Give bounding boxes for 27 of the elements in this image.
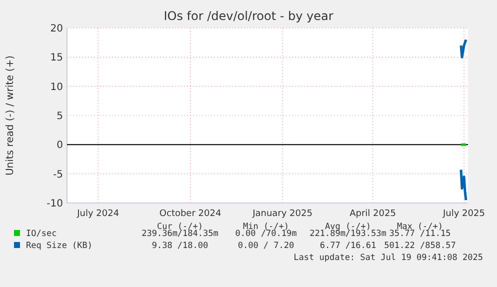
text: Avg (-/+) xyxy=(324,222,372,232)
line-series xyxy=(460,168,468,202)
y-tick-label: -5 xyxy=(53,169,63,180)
x-tick-label: July 2025 xyxy=(442,209,485,219)
y-tick-label: 10 xyxy=(50,82,63,93)
x-tick-label: July 2024 xyxy=(76,209,120,219)
x-tick-label: October 2024 xyxy=(159,209,222,219)
legend-label: Req Size (KB) xyxy=(26,241,93,251)
text: 35.77 /11.15 xyxy=(389,229,451,239)
text: 0.00 /70.19m xyxy=(235,229,297,239)
x-tick-label: April 2025 xyxy=(350,209,396,219)
y-tick-label: 0 xyxy=(56,140,63,152)
y-tick-label: 5 xyxy=(56,111,63,122)
text: Last update: Sat Jul 19 09:41:08 2025 xyxy=(294,253,483,263)
text: 9.38 /18.00 xyxy=(152,241,208,251)
text: 221.89m/193.53m xyxy=(310,229,386,239)
y-axis-title: Units read (-) / write (+) xyxy=(5,55,16,176)
x-tick-label: January 2025 xyxy=(252,209,312,219)
y-tick-label: 15 xyxy=(50,52,63,64)
text: 6.77 /16.61 xyxy=(320,241,376,251)
y-tick-label: -10 xyxy=(46,198,63,210)
text: 501.22 /858.57 xyxy=(384,241,456,251)
chart-title: IOs for /dev/ol/root - by year xyxy=(164,9,334,23)
legend-label: IO/sec xyxy=(26,229,57,239)
y-tick-label: 20 xyxy=(50,24,63,34)
text: 0.00 / 7.20 xyxy=(238,241,294,251)
text: 239.36m/184.35m xyxy=(142,229,218,239)
